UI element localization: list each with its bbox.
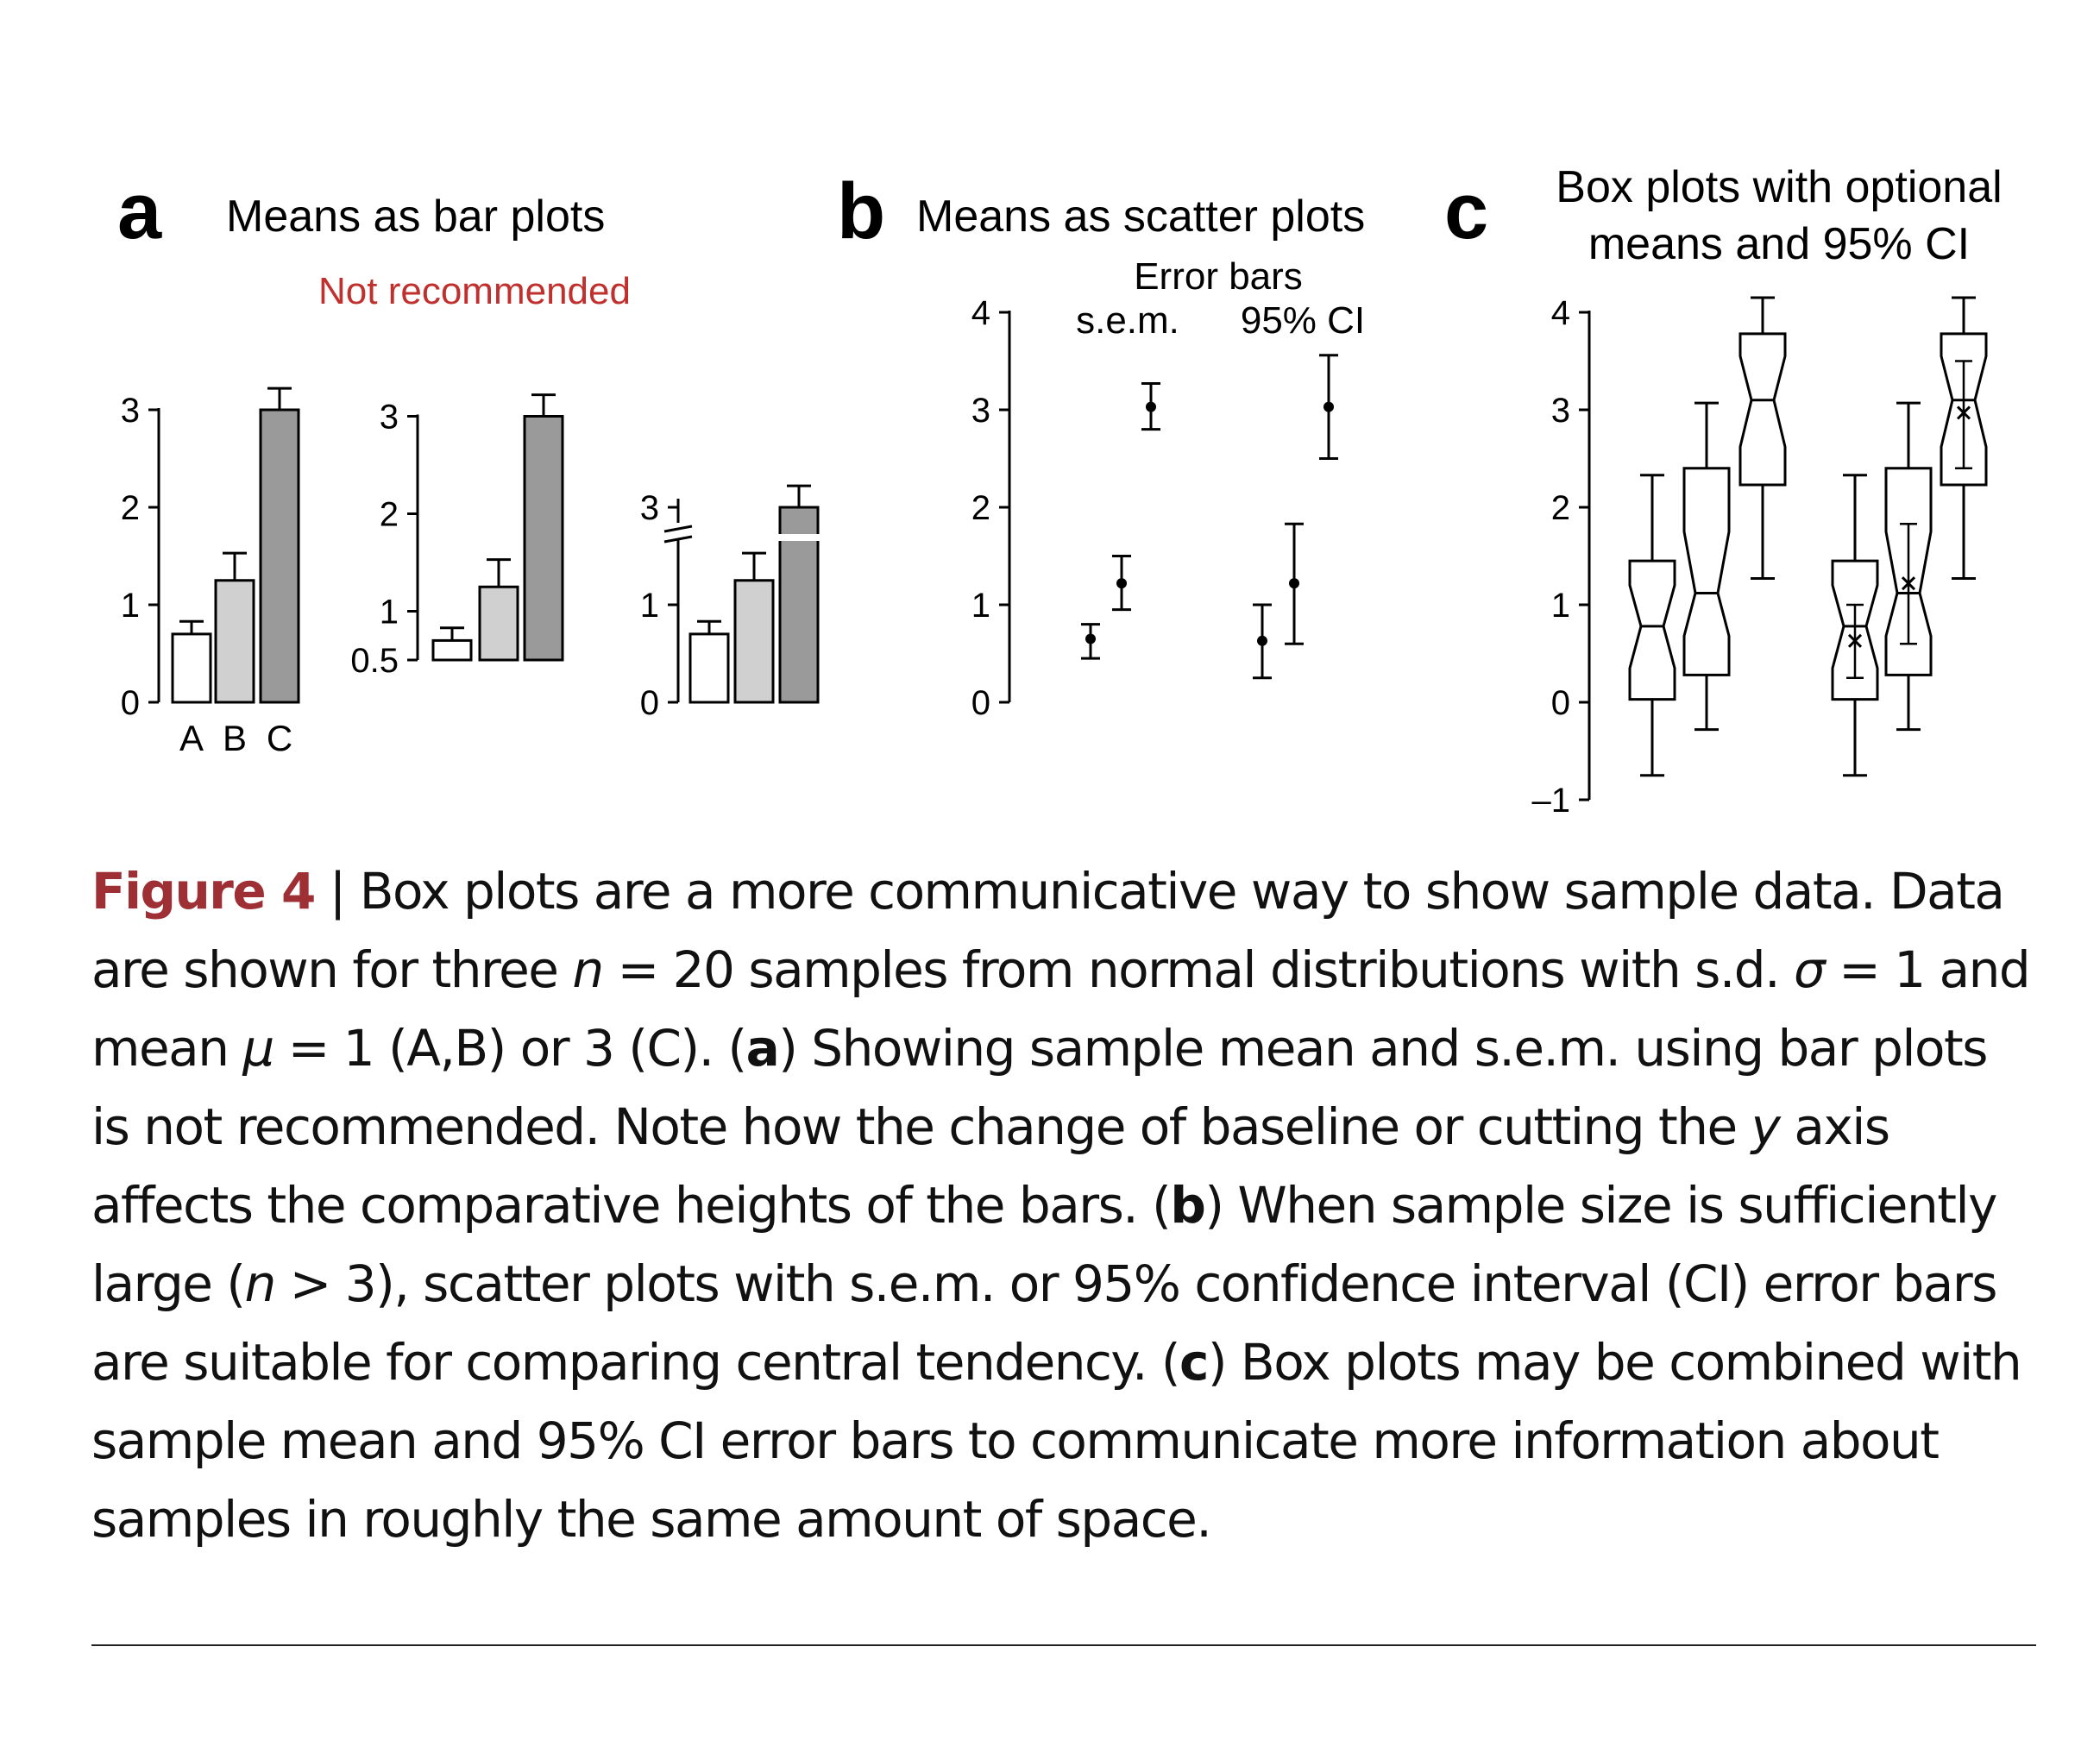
a3-axis-break-mark: [663, 535, 693, 544]
a1-bar-C: [259, 408, 300, 704]
a3-bar-break-gap: [776, 534, 821, 541]
a1-category-label-B: B: [223, 718, 247, 758]
caption-rule: [91, 1644, 2036, 1646]
a2-bar-C: [523, 415, 564, 662]
a1-category-label-A: A: [179, 718, 204, 758]
figure-caption: Figure 4 | Box plots are a more communic…: [91, 852, 2033, 1559]
caption-n-1: n: [572, 940, 604, 999]
panel-c-title-line1: Box plots with optional: [1556, 162, 2002, 212]
a3-bar-B: [733, 579, 775, 704]
b-y-tick-label: 1: [971, 587, 990, 625]
caption-text-7: ) When sample size is sufficiently large…: [91, 1176, 1997, 1313]
a1-y-tick-label: 1: [121, 587, 140, 625]
caption-text-5: ) Showing sample mean and s.e.m. using b…: [91, 1019, 1988, 1156]
b-y-tick-label: 4: [971, 294, 990, 332]
a2-y-tick-label: 0.5: [350, 642, 399, 680]
c-g2-box-3-mean-marker: [1956, 405, 1971, 420]
b-y-tick-label: 0: [971, 684, 990, 722]
a1-y-tick-label: 0: [121, 684, 140, 722]
a1-category-label-C: C: [267, 718, 292, 758]
panel-c-title-line2: means and 95% CI: [1588, 219, 1970, 269]
c-g1-box-2-notched-box: [1682, 467, 1731, 676]
panel-b-title: Means as scatter plots: [916, 192, 1365, 242]
b-sem-mean-point: [1085, 633, 1096, 644]
b-sem-mean-point: [1146, 401, 1156, 412]
b-ci-mean-point: [1324, 401, 1334, 412]
caption-text-8: > 3), scatter plots with s.e.m. or 95% c…: [91, 1254, 1997, 1392]
panel-a-letter: a: [117, 167, 162, 255]
a3-y-tick-label: 3: [640, 489, 659, 527]
caption-sep: |: [314, 862, 360, 921]
not-recommended-note: Not recommended: [318, 270, 631, 312]
caption-n-2: n: [244, 1254, 277, 1313]
caption-mu: μ: [242, 1019, 274, 1078]
caption-ref-c: c: [1179, 1333, 1209, 1392]
ci-label: 95% CI: [1241, 299, 1365, 342]
panel-c-letter: c: [1444, 167, 1488, 255]
a2-y-tick-label: 3: [380, 399, 399, 437]
caption-sigma: σ: [1794, 940, 1826, 999]
sem-label: s.e.m.: [1076, 299, 1179, 342]
a3-y-tick-label: 0: [640, 684, 659, 722]
a2-bar-A: [431, 638, 473, 662]
caption-text-3: = 1 and mean: [91, 940, 2031, 1078]
a3-y-tick-label: 1: [640, 587, 659, 625]
a1-bar-B: [214, 579, 255, 704]
a2-y-tick-label: 2: [380, 496, 399, 534]
c-g1-box-1-notched-box: [1628, 559, 1676, 701]
caption-ref-a: a: [745, 1019, 780, 1078]
c-y-tick-label: –1: [1532, 782, 1571, 820]
c-g2-box-2-mean-marker: [1901, 576, 1916, 591]
figure-4: a Means as bar plots Not recommended b M…: [117, 162, 2003, 820]
a2-y-tick-label: 1: [380, 594, 399, 632]
c-g1-box-3-notched-box: [1738, 332, 1787, 487]
c-y-tick-label: 0: [1551, 684, 1570, 722]
a1-bar-A: [171, 632, 212, 704]
b-ci-mean-point: [1257, 635, 1267, 646]
c-y-tick-label: 2: [1551, 489, 1570, 527]
plot-area: 0 1 2 3 A B C 0.5 1 2 3 0 1 3 0 1 2 3 4 –1 0 1 2 3 4: [121, 294, 1988, 820]
c-y-tick-label: 1: [1551, 587, 1570, 625]
panel-a-title: Means as bar plots: [226, 192, 605, 242]
figure-label: Figure 4: [91, 862, 316, 921]
a3-bar-A: [688, 632, 730, 704]
c-g2-box-1-mean-marker: [1847, 633, 1863, 648]
b-sem-mean-point: [1116, 578, 1127, 589]
a1-y-tick-label: 3: [121, 392, 140, 430]
b-y-tick-label: 2: [971, 489, 990, 527]
b-ci-mean-point: [1289, 578, 1299, 589]
caption-text-9: ) Box plots may be combined with sample …: [91, 1333, 2022, 1549]
c-y-tick-label: 3: [1551, 392, 1570, 430]
error-bars-label: Error bars: [1134, 255, 1303, 298]
caption-text-2: = 20 samples from normal distributions w…: [602, 940, 1794, 999]
caption-y: y: [1751, 1097, 1781, 1156]
caption-text-1: Box plots are a more communicative way t…: [91, 862, 2005, 999]
c-y-tick-label: 4: [1551, 294, 1570, 332]
caption-text-4: = 1 (A,B) or 3 (C). (: [273, 1019, 747, 1078]
a1-y-tick-label: 2: [121, 489, 140, 527]
panel-b-letter: b: [837, 167, 885, 255]
a2-bar-B: [478, 585, 519, 662]
caption-ref-b: b: [1170, 1176, 1206, 1235]
caption-text-6: axis affects the comparative heights of …: [91, 1097, 1890, 1235]
b-y-tick-label: 3: [971, 392, 990, 430]
a3-axis-break-mark: [663, 525, 693, 533]
